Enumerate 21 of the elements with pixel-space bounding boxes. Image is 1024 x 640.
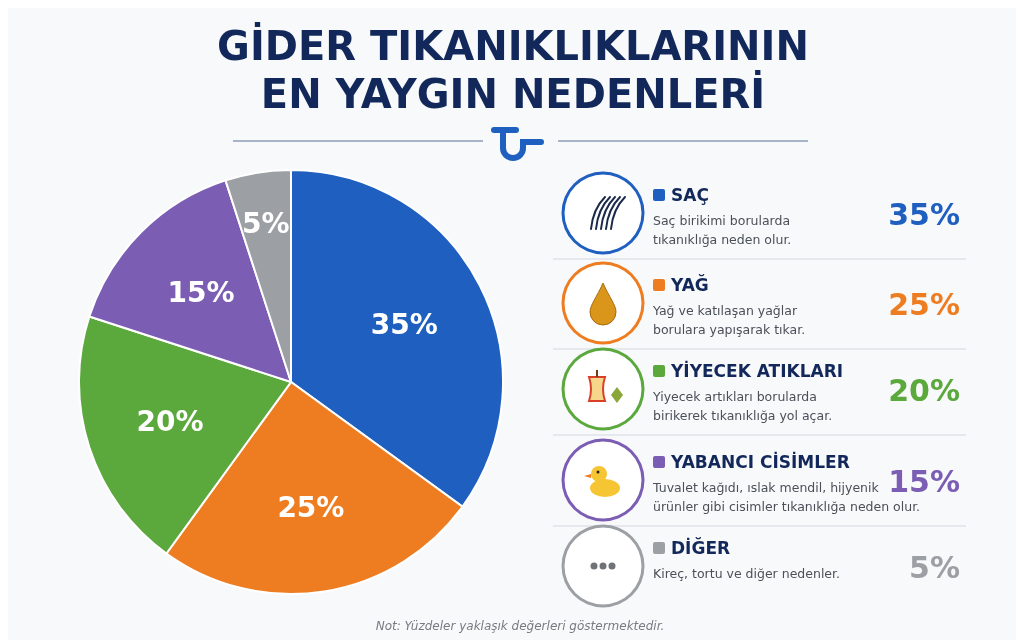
legend-label: DİĞER (671, 537, 731, 558)
text: 20% (888, 373, 960, 408)
text: 15% (888, 464, 960, 499)
legend-label: YABANCI CİSİMLER (670, 451, 850, 472)
data-label: 35% (370, 308, 438, 342)
text: Not: Yüzdeler yaklaşık değerleri göstermektedir. (375, 619, 665, 633)
text: Yiyecek artıkları borularda birikerek tıkanıklığa yol açar. (652, 389, 833, 423)
data-label: 25% (277, 491, 345, 525)
legend-label: YAĞ (670, 274, 709, 295)
text: 5% (909, 550, 960, 585)
text: 25% (888, 287, 960, 322)
text: Kireç, tortu ve diğer nedenler. (653, 566, 841, 581)
text: 35% (888, 197, 960, 232)
chart-title: GİDER TIKANIKLIKLARININ EN YAYGIN NEDENLERİ (217, 22, 809, 117)
data-label: 5% (242, 206, 290, 240)
text: Saç birikimi borularda tıkanıklığa neden olur. (653, 213, 792, 247)
text: Yağ ve katılaşan yağlar borulara yapışarak tıkar. (652, 303, 806, 337)
data-label: 20% (136, 405, 204, 439)
data-label: 15% (167, 275, 235, 309)
legend-label: YİYECEK ATIKLARI (670, 360, 844, 381)
legend-label: SAÇ (671, 185, 709, 205)
